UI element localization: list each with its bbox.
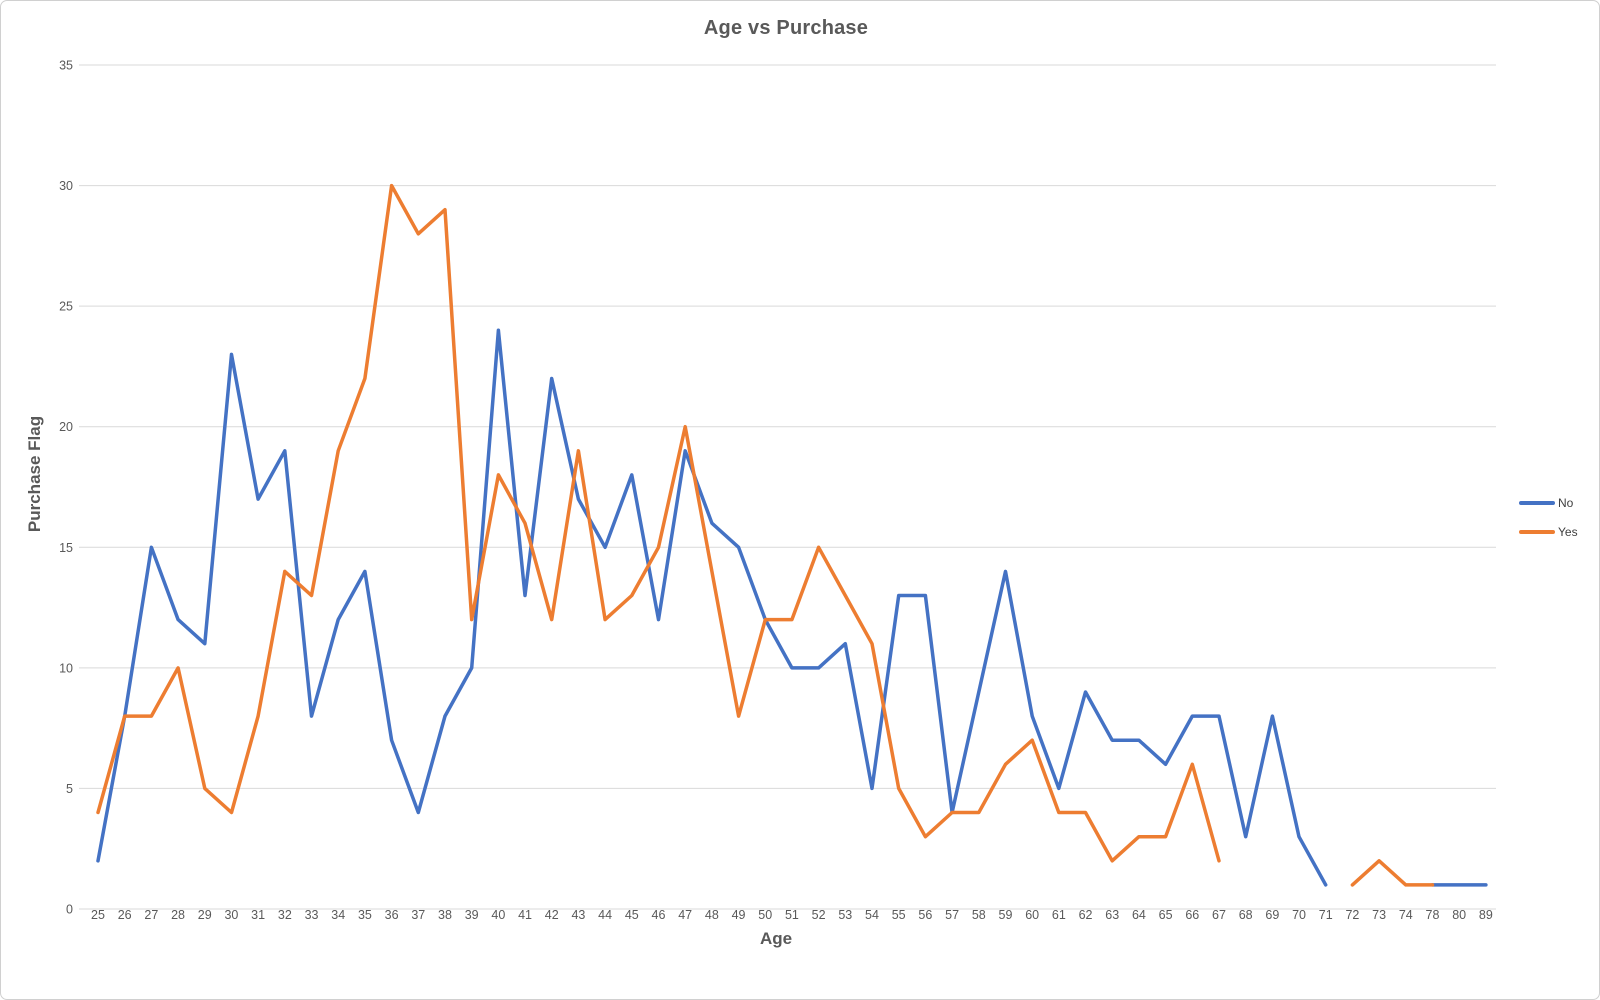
x-tick-label-25: 25 bbox=[91, 908, 105, 922]
y-tick-label-15: 15 bbox=[59, 541, 73, 555]
y-tick-label-0: 0 bbox=[66, 903, 73, 917]
x-tick-label-58: 58 bbox=[972, 908, 986, 922]
x-tick-label-48: 48 bbox=[705, 908, 719, 922]
x-tick-label-33: 33 bbox=[305, 908, 319, 922]
x-tick-label-50: 50 bbox=[758, 908, 772, 922]
x-tick-label-53: 53 bbox=[838, 908, 852, 922]
x-tick-label-57: 57 bbox=[945, 908, 959, 922]
x-tick-label-65: 65 bbox=[1159, 908, 1173, 922]
x-tick-label-47: 47 bbox=[678, 908, 692, 922]
x-tick-label-73: 73 bbox=[1372, 908, 1386, 922]
legend-item-yes: Yes bbox=[1519, 522, 1578, 542]
x-tick-label-61: 61 bbox=[1052, 908, 1066, 922]
x-tick-label-69: 69 bbox=[1265, 908, 1279, 922]
x-tick-label-40: 40 bbox=[491, 908, 505, 922]
x-tick-label-46: 46 bbox=[652, 908, 666, 922]
x-tick-label-42: 42 bbox=[545, 908, 559, 922]
x-tick-label-56: 56 bbox=[918, 908, 932, 922]
x-tick-label-41: 41 bbox=[518, 908, 532, 922]
x-tick-label-44: 44 bbox=[598, 908, 612, 922]
x-tick-label-30: 30 bbox=[224, 908, 238, 922]
x-tick-label-54: 54 bbox=[865, 908, 879, 922]
x-tick-label-59: 59 bbox=[999, 908, 1013, 922]
x-tick-label-27: 27 bbox=[144, 908, 158, 922]
legend-swatch-no bbox=[1519, 501, 1555, 505]
chart-title: Age vs Purchase bbox=[703, 17, 869, 39]
legend-swatch-yes bbox=[1519, 530, 1555, 534]
x-tick-label-49: 49 bbox=[732, 908, 746, 922]
y-tick-label-30: 30 bbox=[59, 179, 73, 193]
x-tick-label-71: 71 bbox=[1319, 908, 1333, 922]
x-tick-label-78: 78 bbox=[1426, 908, 1440, 922]
x-tick-label-68: 68 bbox=[1239, 908, 1253, 922]
legend: No Yes bbox=[1519, 493, 1578, 551]
x-tick-label-45: 45 bbox=[625, 908, 639, 922]
series-line-no bbox=[96, 328, 1488, 887]
x-tick-label-29: 29 bbox=[198, 908, 212, 922]
y-tick-label-35: 35 bbox=[59, 59, 73, 73]
x-tick-label-64: 64 bbox=[1132, 908, 1146, 922]
x-tick-label-70: 70 bbox=[1292, 908, 1306, 922]
x-tick-label-60: 60 bbox=[1025, 908, 1039, 922]
series-line-yes bbox=[96, 183, 1435, 887]
y-tick-label-25: 25 bbox=[59, 300, 73, 314]
x-tick-label-80: 80 bbox=[1452, 908, 1466, 922]
legend-label-no: No bbox=[1558, 496, 1574, 510]
y-tick-label-20: 20 bbox=[59, 420, 73, 434]
x-tick-label-39: 39 bbox=[465, 908, 479, 922]
x-tick-label-51: 51 bbox=[785, 908, 799, 922]
x-tick-label-55: 55 bbox=[892, 908, 906, 922]
x-tick-label-38: 38 bbox=[438, 908, 452, 922]
x-tick-label-63: 63 bbox=[1105, 908, 1119, 922]
x-tick-label-36: 36 bbox=[385, 908, 399, 922]
x-tick-label-26: 26 bbox=[118, 908, 132, 922]
x-tick-label-32: 32 bbox=[278, 908, 292, 922]
legend-label-yes: Yes bbox=[1558, 525, 1578, 539]
x-tick-label-62: 62 bbox=[1079, 908, 1093, 922]
x-tick-label-34: 34 bbox=[331, 908, 345, 922]
x-tick-label-52: 52 bbox=[812, 908, 826, 922]
x-tick-label-35: 35 bbox=[358, 908, 372, 922]
x-tick-label-28: 28 bbox=[171, 908, 185, 922]
x-tick-label-31: 31 bbox=[251, 908, 265, 922]
x-tick-label-43: 43 bbox=[571, 908, 585, 922]
x-tick-label-66: 66 bbox=[1185, 908, 1199, 922]
y-tick-label-10: 10 bbox=[59, 661, 73, 675]
x-tick-label-37: 37 bbox=[411, 908, 425, 922]
x-tick-label-89: 89 bbox=[1479, 908, 1493, 922]
y-tick-label-5: 5 bbox=[66, 782, 73, 796]
x-tick-label-72: 72 bbox=[1345, 908, 1359, 922]
y-axis-title: Purchase Flag bbox=[25, 415, 44, 533]
x-tick-label-74: 74 bbox=[1399, 908, 1413, 922]
legend-item-no: No bbox=[1519, 493, 1578, 513]
x-axis-title: Age bbox=[759, 929, 793, 948]
x-tick-label-67: 67 bbox=[1212, 908, 1226, 922]
